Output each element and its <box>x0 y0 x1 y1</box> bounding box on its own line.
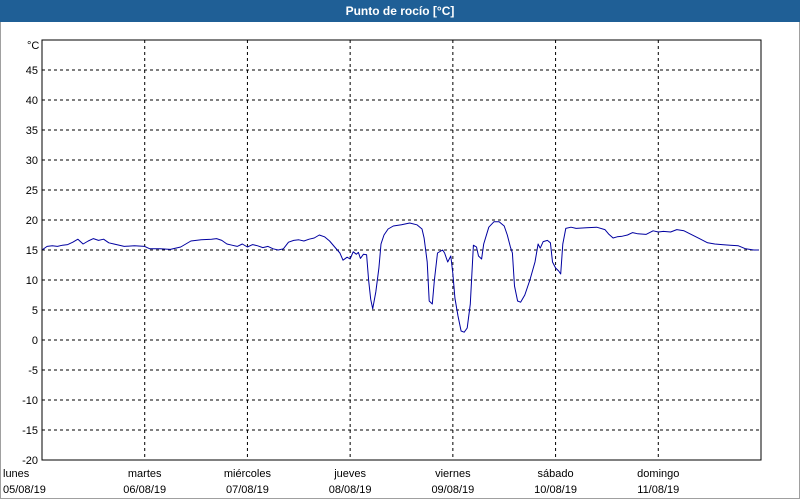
x-axis-labels: lunes 05/08/19 martes 06/08/19 miércoles 07/0… <box>3 468 679 496</box>
y-tick-label: -15 <box>22 425 38 437</box>
y-tick-label: 0 <box>32 335 38 347</box>
y-axis-unit-label: °C <box>27 40 39 52</box>
y-tick-label: 30 <box>26 155 38 167</box>
chart-title: Punto de rocío [°C] <box>345 4 455 18</box>
x-tick-day-label: lunes <box>3 468 30 480</box>
x-tick-day-label: martes <box>128 468 162 480</box>
y-tick-label: -5 <box>28 365 38 377</box>
x-tick-day-label: viernes <box>435 468 471 480</box>
y-tick-label: -20 <box>22 455 38 467</box>
y-axis-labels: °C -20 -15 -10 -5 0 5 10 15 20 25 30 35 40 45 <box>22 40 39 467</box>
x-tick-date-label: 07/08/19 <box>226 484 269 496</box>
x-tick-date-label: 05/08/19 <box>3 484 46 496</box>
y-tick-label: 25 <box>26 185 38 197</box>
dew-point-chart: °C -20 -15 -10 -5 0 5 10 15 20 25 30 35 40 45 lunes 05… <box>3 39 762 496</box>
y-tick-label: 20 <box>26 215 38 227</box>
x-tick-date-label: 08/08/19 <box>329 484 372 496</box>
x-tick-date-label: 06/08/19 <box>123 484 166 496</box>
chart-title-bar: Punto de rocío [°C] <box>0 0 800 22</box>
y-tick-label: 35 <box>26 125 38 137</box>
y-tick-label: 45 <box>26 65 38 77</box>
grid <box>42 40 761 460</box>
series <box>41 221 759 333</box>
x-tick-day-label: jueves <box>333 468 366 480</box>
y-tick-label: 40 <box>26 95 38 107</box>
y-tick-label: -10 <box>22 395 38 407</box>
y-tick-label: 10 <box>26 275 38 287</box>
x-tick-day-label: sábado <box>538 468 574 480</box>
x-tick-day-label: domingo <box>637 468 679 480</box>
x-tick-date-label: 09/08/19 <box>431 484 474 496</box>
x-tick-date-label: 10/08/19 <box>534 484 577 496</box>
chart-frame: °C -20 -15 -10 -5 0 5 10 15 20 25 30 35 40 45 lunes 05… <box>0 22 800 499</box>
y-tick-label: 15 <box>26 245 38 257</box>
dew-point-line <box>41 221 759 333</box>
y-tick-label: 5 <box>32 305 38 317</box>
plot-area-border <box>41 39 762 461</box>
x-tick-date-label: 11/08/19 <box>637 484 679 496</box>
x-tick-day-label: miércoles <box>224 468 272 480</box>
